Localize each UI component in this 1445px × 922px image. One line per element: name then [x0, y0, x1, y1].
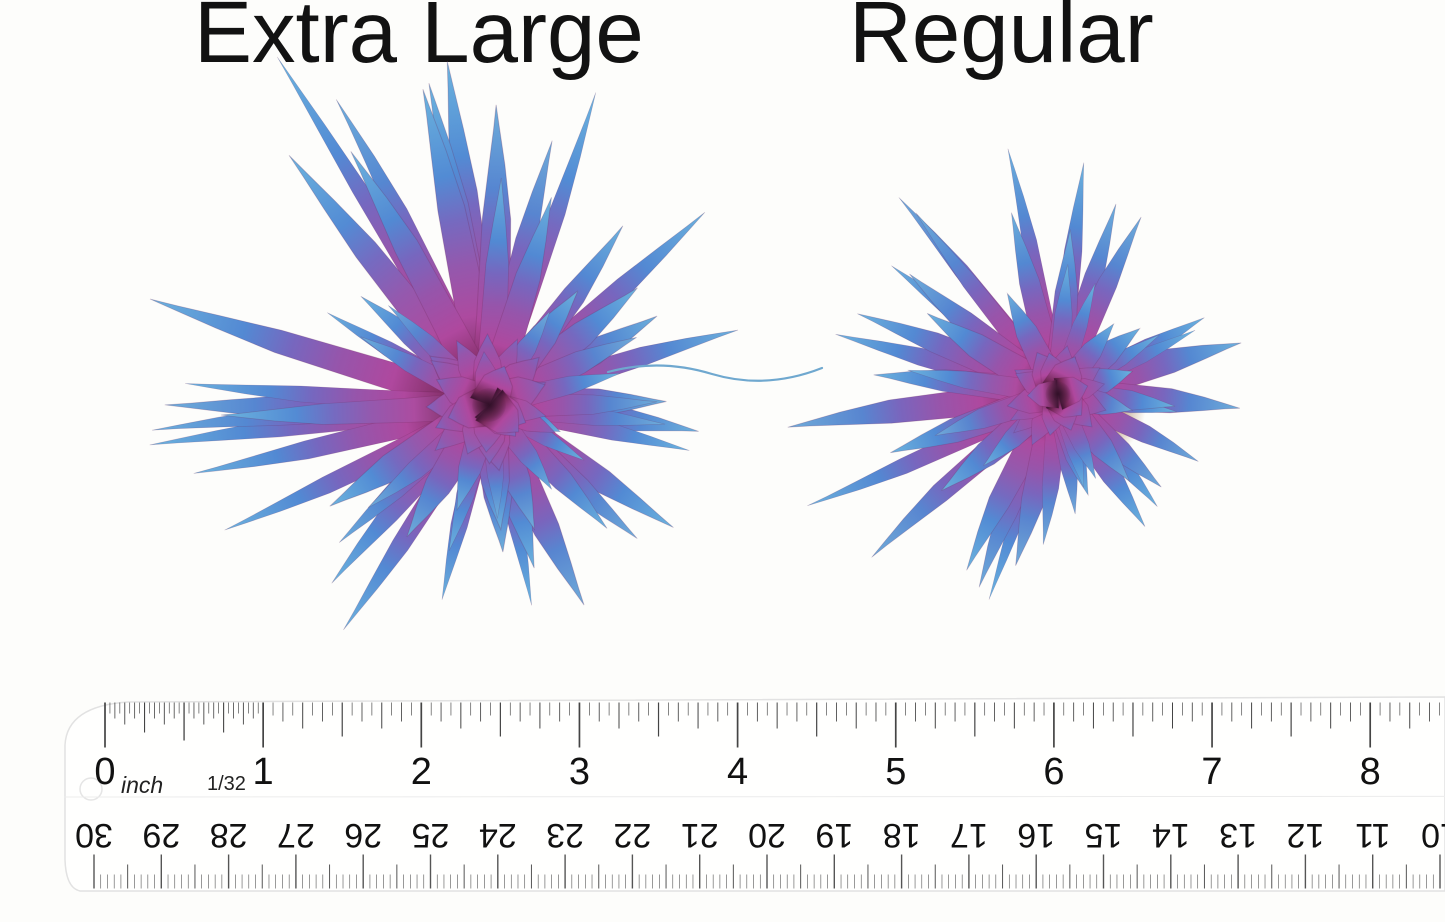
- svg-text:18: 18: [883, 816, 921, 854]
- svg-text:5: 5: [885, 751, 906, 793]
- svg-text:7: 7: [1201, 751, 1222, 793]
- svg-text:19: 19: [815, 816, 853, 854]
- svg-text:4: 4: [727, 751, 748, 793]
- svg-text:20: 20: [748, 816, 786, 854]
- svg-text:16: 16: [1017, 816, 1055, 854]
- svg-text:15: 15: [1085, 816, 1123, 854]
- svg-text:inch: inch: [121, 772, 163, 798]
- svg-text:17: 17: [950, 816, 988, 854]
- svg-text:24: 24: [479, 816, 517, 854]
- svg-text:10: 10: [1421, 816, 1445, 854]
- svg-text:29: 29: [142, 816, 180, 854]
- svg-text:22: 22: [613, 816, 651, 854]
- svg-text:6: 6: [1043, 751, 1064, 793]
- svg-text:12: 12: [1286, 816, 1324, 854]
- svg-text:2: 2: [411, 751, 432, 793]
- svg-text:28: 28: [210, 816, 248, 854]
- svg-text:23: 23: [546, 816, 584, 854]
- svg-text:26: 26: [344, 816, 382, 854]
- svg-text:25: 25: [412, 816, 450, 854]
- svg-text:1/32: 1/32: [207, 773, 246, 795]
- svg-text:13: 13: [1219, 816, 1257, 854]
- svg-text:14: 14: [1152, 816, 1190, 854]
- svg-text:3: 3: [569, 751, 590, 793]
- svg-text:11: 11: [1355, 816, 1390, 854]
- svg-text:0: 0: [94, 751, 115, 793]
- svg-text:8: 8: [1360, 751, 1381, 793]
- svg-text:21: 21: [681, 816, 719, 854]
- svg-text:1: 1: [253, 751, 274, 793]
- svg-text:30: 30: [75, 816, 113, 854]
- svg-text:27: 27: [277, 816, 315, 854]
